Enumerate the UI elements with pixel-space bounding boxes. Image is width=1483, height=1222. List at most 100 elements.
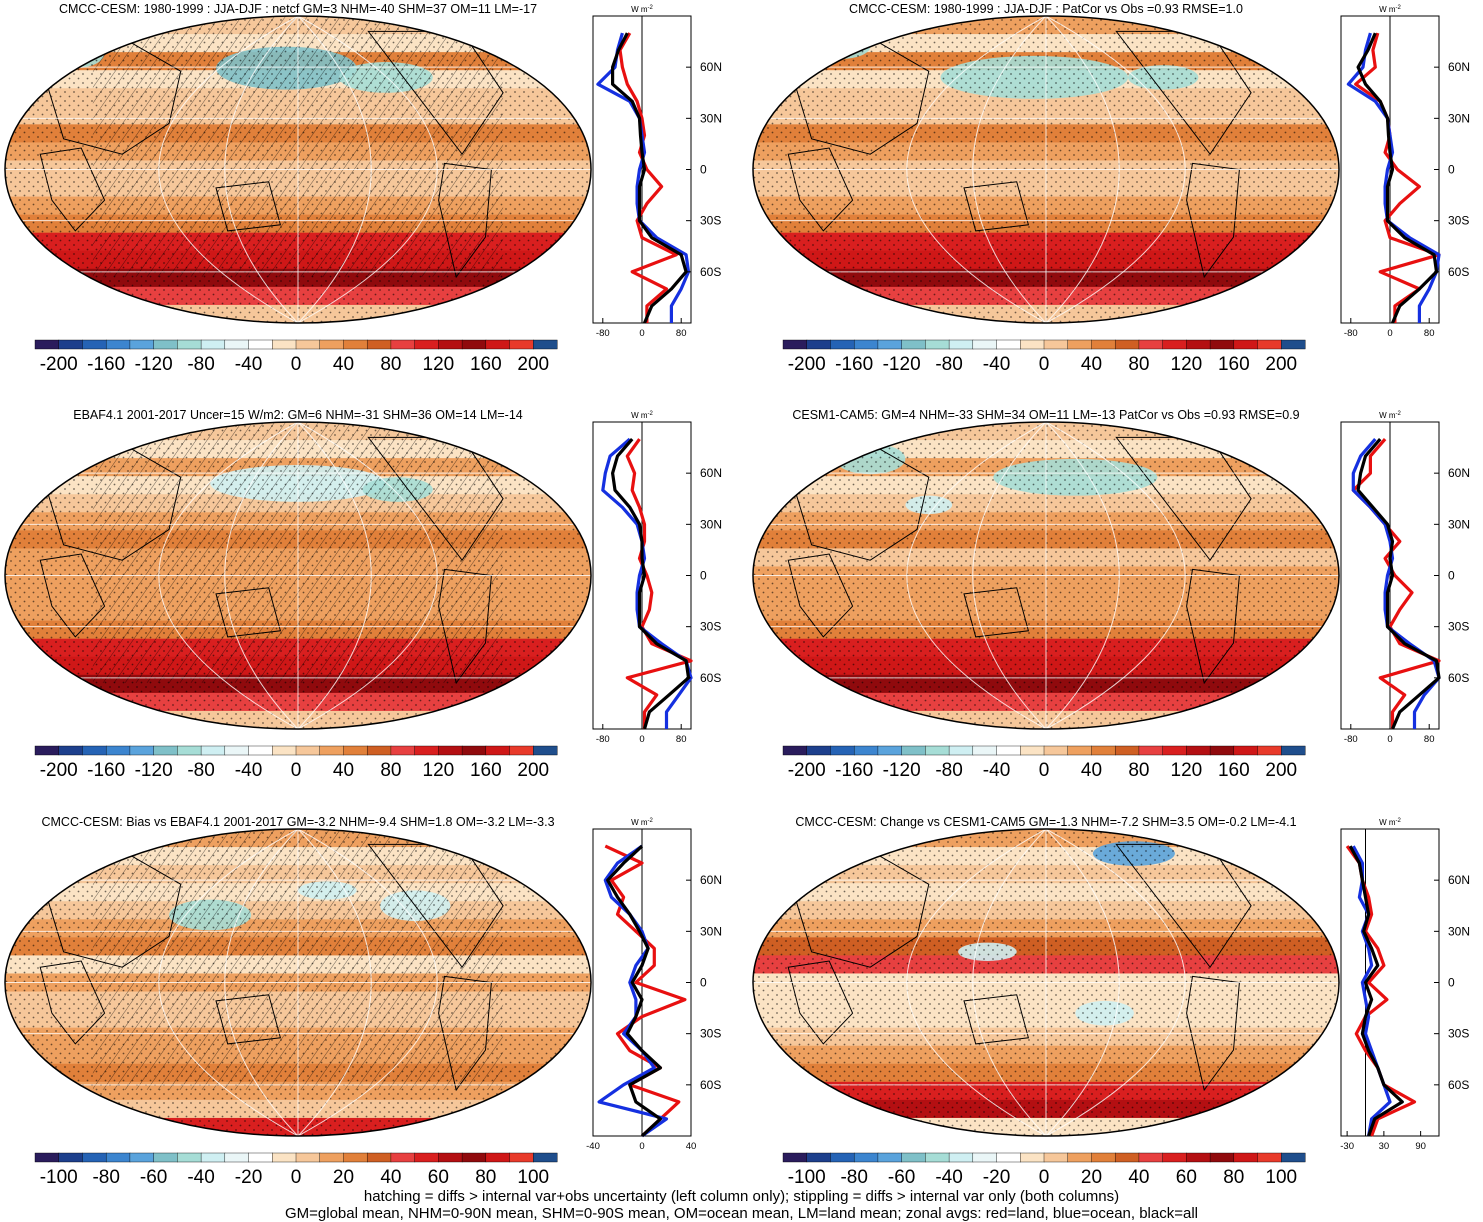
- colorbar-swatch: [105, 1152, 131, 1163]
- colorbar-label: 200: [517, 354, 549, 375]
- colorbar-swatch: [1257, 745, 1282, 756]
- colorbar-label: -80: [935, 760, 962, 781]
- colorbar-label: 200: [1265, 354, 1297, 375]
- colorbar-swatch: [1043, 1152, 1069, 1163]
- lat-tick-label: 30N: [700, 111, 722, 125]
- panel-title: CMCC-CESM: 1980-1999 : JJA-DJF : PatCor …: [849, 2, 1243, 16]
- zonal-series-0: [625, 438, 693, 729]
- colorbar-swatch: [972, 339, 998, 350]
- colorbar-swatch: [877, 745, 903, 756]
- colorbar-swatch: [82, 745, 107, 756]
- colorbar-swatch: [129, 745, 155, 756]
- colorbar-swatch: [1209, 339, 1235, 350]
- colorbar-swatch: [319, 1152, 344, 1163]
- map-anomaly: [46, 437, 105, 469]
- lat-tick-label: 60N: [1448, 60, 1470, 74]
- colorbar-swatch: [1067, 1152, 1092, 1163]
- colorbar-swatch: [129, 1152, 155, 1163]
- colorbar-label: 200: [1265, 760, 1297, 781]
- colorbar-swatch: [272, 339, 297, 350]
- zonal-series-2: [1356, 438, 1441, 730]
- colorbar-swatch: [1162, 745, 1187, 756]
- colorbar-swatch: [224, 1152, 250, 1163]
- colorbar-swatch: [390, 1152, 416, 1163]
- colorbar-label: 160: [470, 354, 502, 375]
- zonal-units: W m-2: [631, 411, 653, 420]
- colorbar: -200 -160 -120 -80 -40 0 40 80 120 160 200: [782, 339, 1306, 375]
- colorbar-swatch: [1186, 745, 1211, 756]
- colorbar-swatch: [830, 339, 855, 350]
- zonal-x-tick-label: 0: [639, 734, 644, 745]
- zonal-x-tick-label: 80: [1424, 734, 1435, 745]
- lat-tick-label: 30S: [700, 620, 721, 634]
- colorbar-swatch: [34, 1152, 60, 1163]
- colorbar-label: 60: [428, 1167, 449, 1188]
- colorbar-label: -80: [935, 354, 962, 375]
- lat-tick-label: 60N: [1448, 466, 1470, 480]
- zonal-series-2: [611, 438, 691, 730]
- lat-tick-label: 30N: [1448, 111, 1470, 125]
- colorbar-label: -40: [235, 354, 262, 375]
- colorbar-label: 20: [333, 1167, 354, 1188]
- colorbar-label: 20: [1081, 1167, 1102, 1188]
- colorbar-label: -120: [135, 760, 173, 781]
- colorbar-label: 40: [1081, 760, 1102, 781]
- colorbar-swatch: [343, 1152, 368, 1163]
- lat-tick-label: 30S: [1448, 214, 1469, 228]
- colorbar-swatch: [82, 1152, 107, 1163]
- panel-p6: CMCC-CESM: Change vs CESM1-CAM5 GM=-1.3 …: [752, 815, 1470, 1188]
- panel-p3: EBAF4.1 2001-2017 Uncer=15 W/m2: GM=6 NH…: [4, 408, 722, 781]
- colorbar-swatch: [414, 745, 439, 756]
- map-border: [752, 15, 1340, 324]
- zonal-series-0: [618, 32, 678, 323]
- colorbar-label: 100: [517, 1167, 549, 1188]
- lat-tick-label: 0: [700, 976, 707, 990]
- colorbar-swatch: [177, 1152, 202, 1163]
- panel-title: CMCC-CESM: Bias vs EBAF4.1 2001-2017 GM=…: [41, 815, 554, 829]
- zonal-x-tick-label: 0: [1387, 734, 1392, 745]
- colorbar-swatch: [58, 1152, 83, 1163]
- zonal-series-1: [597, 844, 669, 1138]
- colorbar-swatch: [485, 745, 511, 756]
- colorbar-label: -20: [235, 1167, 262, 1188]
- colorbar-swatch: [1162, 339, 1187, 350]
- colorbar-label: 200: [517, 760, 549, 781]
- lat-tick-label: 0: [1448, 569, 1455, 583]
- colorbar-label: -60: [140, 1167, 167, 1188]
- colorbar-swatch: [830, 1152, 855, 1163]
- colorbar-label: -60: [888, 1167, 915, 1188]
- colorbar-swatch: [877, 339, 903, 350]
- zonal-series-0: [604, 844, 687, 1138]
- colorbar-label: -200: [40, 354, 78, 375]
- colorbar-swatch: [248, 339, 273, 350]
- map-border: [752, 828, 1340, 1137]
- colorbar-swatch: [925, 339, 950, 350]
- colorbar-label: 40: [1081, 354, 1102, 375]
- colorbar: -100 -80 -60 -40 -20 0 20 40 60 80 100: [34, 1152, 558, 1188]
- colorbar-label: -40: [235, 760, 262, 781]
- zonal-units: W m-2: [631, 818, 653, 827]
- colorbar-label: -120: [135, 354, 173, 375]
- colorbar-label: -160: [87, 354, 125, 375]
- colorbar-label: 0: [1039, 354, 1050, 375]
- colorbar-swatch: [1233, 339, 1259, 350]
- zonal-profile: W m-2 60N 30N 0 30S 60S -80 0 80: [592, 5, 722, 339]
- colorbar-swatch: [153, 745, 178, 756]
- colorbar-swatch: [948, 1152, 974, 1163]
- colorbar-label: -160: [87, 760, 125, 781]
- map-field: [5, 422, 591, 729]
- lat-tick-label: 0: [700, 163, 707, 177]
- colorbar-label: 60: [1176, 1167, 1197, 1188]
- colorbar-swatch: [996, 1152, 1021, 1163]
- colorbar-label: -40: [983, 354, 1010, 375]
- colorbar-label: -80: [187, 760, 214, 781]
- zonal-profile: W m-2 60N 30N 0 30S 60S -40 0 40: [586, 818, 722, 1152]
- colorbar-swatch: [177, 339, 202, 350]
- colorbar-swatch: [901, 339, 926, 350]
- colorbar-swatch: [319, 339, 344, 350]
- lat-tick-label: 60N: [700, 873, 722, 887]
- panel-title: CESM1-CAM5: GM=4 NHM=-33 SHM=34 OM=11 LM…: [792, 408, 1299, 422]
- footer-legend-note: GM=global mean, NHM=0-90N mean, SHM=0-90…: [284, 1205, 1198, 1222]
- colorbar-swatch: [1020, 339, 1045, 350]
- zonal-series-0: [1351, 438, 1441, 729]
